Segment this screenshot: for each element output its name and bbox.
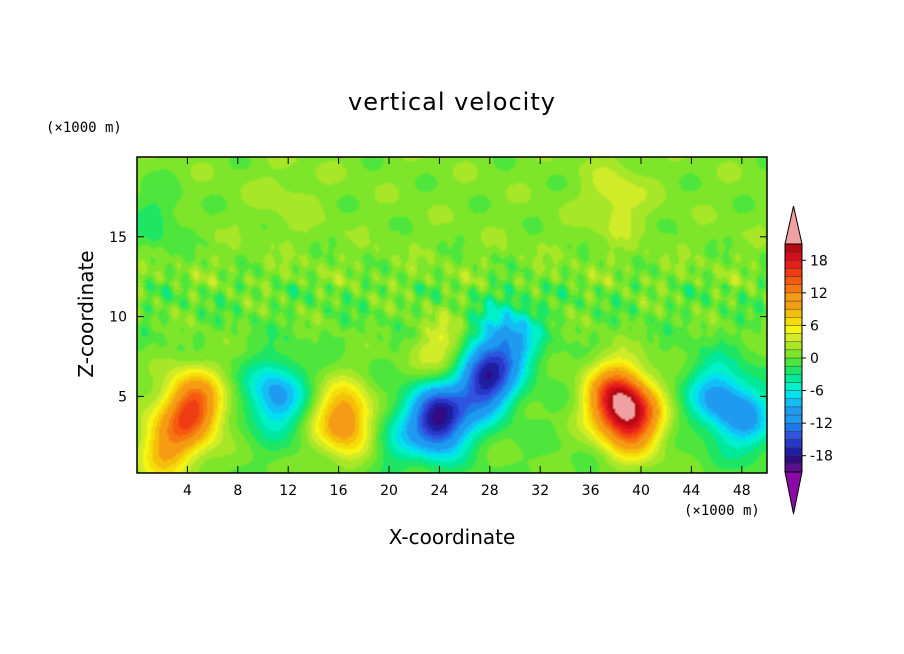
- x-tick-label: 24: [430, 483, 448, 499]
- x-tick-label: 28: [481, 483, 499, 499]
- colorbar-bin: [784, 390, 803, 399]
- colorbar-bin: [784, 300, 803, 310]
- colorbar-bin: [784, 325, 803, 334]
- colorbar-bin: [784, 414, 803, 424]
- x-axis: 4 8 12 16 20 24 28 32 36 40 44 48: [183, 157, 751, 499]
- colorbar-tick-label: 18: [810, 253, 828, 269]
- colorbar-over-arrow: [784, 205, 803, 245]
- y-tick-label: 10: [109, 310, 127, 326]
- colorbar-bin: [784, 317, 803, 326]
- colorbar: 18 12 6 0 -6 -12 -18: [784, 205, 833, 515]
- colorbar-bin: [784, 357, 803, 367]
- colorbar-bin: [784, 382, 803, 391]
- colorbar-bin: [784, 447, 803, 456]
- colorbar-bin: [784, 455, 803, 465]
- colorbar-bin: [784, 341, 803, 351]
- y-tick-label: 5: [118, 389, 127, 405]
- x-axis-label: X-coordinate: [388, 525, 516, 549]
- colorbar-tick-label: -12: [810, 416, 833, 432]
- colorbar-bin: [784, 308, 803, 318]
- velocity-field: [137, 157, 767, 473]
- colorbar-bin: [784, 422, 803, 432]
- colorbar-bin: [784, 439, 803, 448]
- chart-title: vertical velocity: [348, 88, 556, 116]
- x-tick-label: 44: [682, 483, 700, 499]
- colorbar-bin: [784, 243, 803, 253]
- x-tick-label: 12: [279, 483, 297, 499]
- x-tick-label: 20: [380, 483, 398, 499]
- colorbar-tick-label: 12: [810, 286, 828, 302]
- colorbar-tick-label: 6: [810, 318, 819, 334]
- x-tick-label: 8: [233, 483, 242, 499]
- x-tick-label: 48: [733, 483, 751, 499]
- y-axis: 5 10 15: [109, 230, 767, 405]
- y-axis-unit: (×1000 m): [46, 120, 122, 136]
- colorbar-bin: [784, 260, 803, 269]
- colorbar-bin: [784, 284, 803, 294]
- colorbar-bin: [784, 333, 803, 342]
- x-axis-unit: (×1000 m): [684, 503, 760, 519]
- plot-frame: [136, 156, 768, 474]
- colorbar-bin: [784, 268, 803, 277]
- x-tick-label: 40: [632, 483, 650, 499]
- colorbar-tick-label: -18: [810, 449, 833, 465]
- x-tick-label: 32: [531, 483, 549, 499]
- colorbar-bin: [784, 398, 803, 408]
- x-tick-label: 4: [183, 483, 192, 499]
- colorbar-tick-label: 0: [810, 351, 819, 367]
- colorbar-bin: [784, 374, 803, 383]
- x-tick-label: 36: [582, 483, 600, 499]
- colorbar-bin: [784, 276, 803, 285]
- colorbar-bin: [784, 365, 803, 375]
- colorbar-tick-label: -6: [810, 384, 824, 400]
- colorbar-bin: [784, 431, 803, 440]
- colorbar-bin: [784, 349, 803, 359]
- colorbar-bin: [784, 406, 803, 416]
- colorbar-bin: [784, 292, 803, 302]
- colorbar-bin: [784, 251, 803, 261]
- x-tick-label: 16: [330, 483, 348, 499]
- y-tick-label: 15: [109, 230, 127, 246]
- colorbar-bin: [784, 463, 803, 473]
- colorbar-under-arrow: [784, 471, 803, 515]
